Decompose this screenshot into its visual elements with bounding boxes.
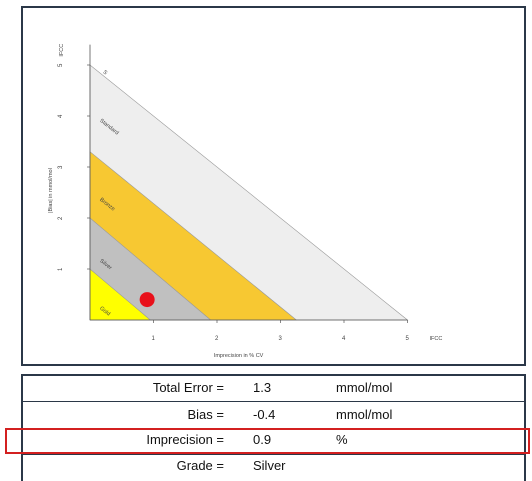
x-axis-title: Imprecision in % CV xyxy=(214,353,264,359)
y-axis-title: |Bias| in mmol/mol xyxy=(48,168,54,213)
imprecision-highlight xyxy=(5,428,530,454)
y-tick-label: 3 xyxy=(58,165,64,169)
band-label-gold: Gold xyxy=(98,306,111,318)
row-divider xyxy=(23,401,524,402)
bias-value: -0.4 xyxy=(253,407,276,422)
bias-label: Bias = xyxy=(187,407,225,422)
band-label-s: S xyxy=(101,69,108,76)
total-error-unit: mmol/mol xyxy=(336,380,393,395)
x-tick-label: 4 xyxy=(342,336,346,342)
grade-value: Silver xyxy=(253,458,286,473)
result-row-imprecision: Imprecision = 0.9 % xyxy=(23,428,524,452)
y-axis-end-label: IFCC xyxy=(59,44,65,57)
imprecision-value: 0.9 xyxy=(253,432,272,447)
grade-label: Grade = xyxy=(176,458,224,473)
y-tick-label: 4 xyxy=(58,114,64,118)
imprecision-label: Imprecision = xyxy=(146,432,224,447)
data-point xyxy=(139,292,155,308)
x-tick-label: 3 xyxy=(279,336,283,342)
total-error-label: Total Error = xyxy=(152,380,224,395)
x-tick-label: 1 xyxy=(152,336,156,342)
imprecision-unit: % xyxy=(336,432,348,447)
result-row-bias: Bias = -0.4 mmol/mol xyxy=(23,403,524,427)
results-table: Total Error = 1.3 mmol/mol Bias = -0.4 m… xyxy=(21,374,526,481)
result-row-total-error: Total Error = 1.3 mmol/mol xyxy=(23,376,524,400)
y-tick-label: 2 xyxy=(58,216,64,220)
y-tick-label: 1 xyxy=(58,267,64,271)
x-axis-end-label: IFCC xyxy=(430,336,443,342)
total-error-value: 1.3 xyxy=(253,380,272,395)
bias-unit: mmol/mol xyxy=(336,407,393,422)
chart-panel: Gold Silver Bronze Standard S 1 2 3 4 5 1 2 3 4 5 IFCC I… xyxy=(21,6,526,366)
x-tick-label: 5 xyxy=(406,336,410,342)
result-row-grade: Grade = Silver xyxy=(23,454,524,478)
row-divider xyxy=(23,454,524,455)
x-tick-label: 2 xyxy=(215,336,219,342)
y-tick-label: 5 xyxy=(58,63,64,67)
